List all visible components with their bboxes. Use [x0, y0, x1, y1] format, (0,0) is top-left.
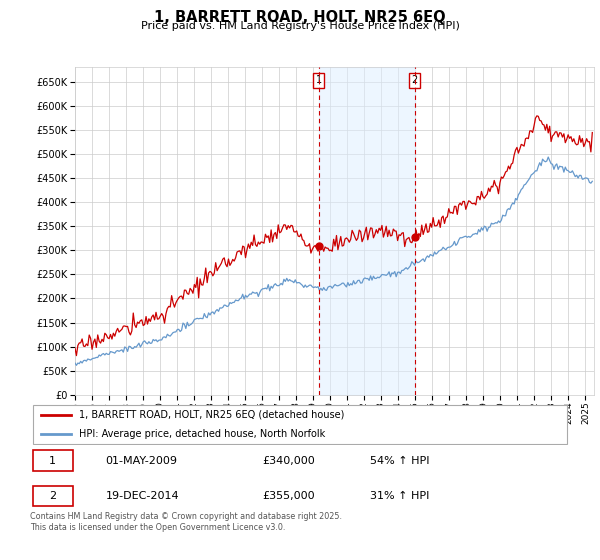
FancyBboxPatch shape [33, 450, 73, 471]
Text: £340,000: £340,000 [262, 456, 315, 466]
Text: 01-MAY-2009: 01-MAY-2009 [106, 456, 178, 466]
Text: Price paid vs. HM Land Registry's House Price Index (HPI): Price paid vs. HM Land Registry's House … [140, 21, 460, 31]
Text: 2: 2 [49, 491, 56, 501]
Text: 1, BARRETT ROAD, HOLT, NR25 6EQ (detached house): 1, BARRETT ROAD, HOLT, NR25 6EQ (detache… [79, 409, 344, 419]
Text: 31% ↑ HPI: 31% ↑ HPI [370, 491, 430, 501]
Text: 1: 1 [316, 76, 322, 85]
Text: 2: 2 [412, 76, 418, 85]
Text: HPI: Average price, detached house, North Norfolk: HPI: Average price, detached house, Nort… [79, 429, 325, 439]
Text: 1: 1 [49, 456, 56, 466]
Text: 1, BARRETT ROAD, HOLT, NR25 6EQ: 1, BARRETT ROAD, HOLT, NR25 6EQ [154, 10, 446, 25]
Text: 19-DEC-2014: 19-DEC-2014 [106, 491, 179, 501]
Text: 54% ↑ HPI: 54% ↑ HPI [370, 456, 430, 466]
FancyBboxPatch shape [33, 405, 568, 444]
FancyBboxPatch shape [33, 486, 73, 506]
Text: £355,000: £355,000 [262, 491, 315, 501]
Text: Contains HM Land Registry data © Crown copyright and database right 2025.
This d: Contains HM Land Registry data © Crown c… [30, 512, 342, 532]
